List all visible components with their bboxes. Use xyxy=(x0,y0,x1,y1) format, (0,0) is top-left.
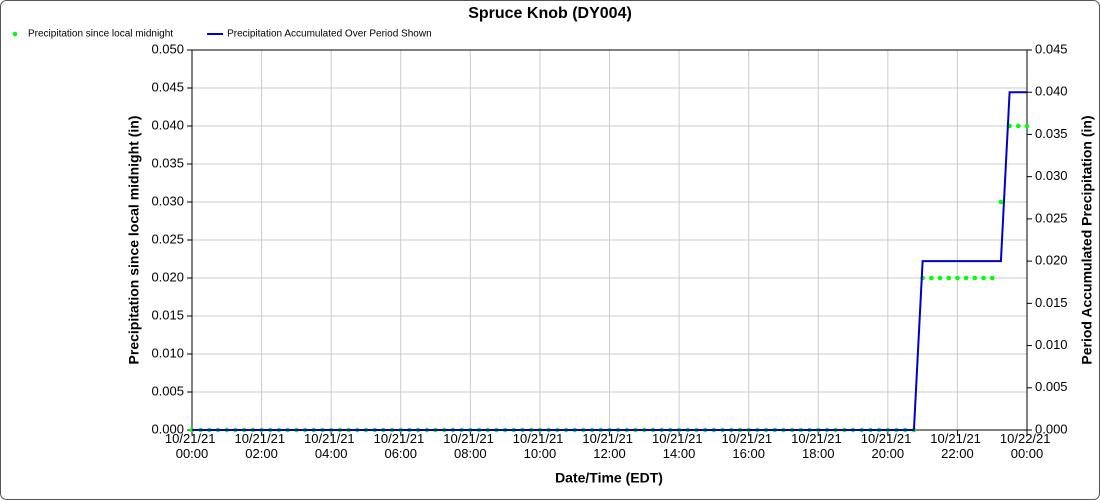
y-tick-label: 0.050 xyxy=(151,41,184,56)
legend-label: Precipitation since local midnight xyxy=(28,29,173,40)
data-point xyxy=(946,275,952,281)
y-tick-label: 0.025 xyxy=(151,231,184,246)
x-tick-label-line: 10/21/21 xyxy=(652,431,706,446)
legend-label: Precipitation Accumulated Over Period Sh… xyxy=(227,29,432,40)
legend-marker xyxy=(12,31,18,37)
x-tick-label-line: 10/21/21 xyxy=(722,431,776,446)
data-point xyxy=(937,275,943,281)
y-tick-label: 0.045 xyxy=(151,79,184,94)
y-tick-label: 0.020 xyxy=(151,269,184,284)
data-point xyxy=(963,275,969,281)
x-tick-label-line: 22:00 xyxy=(941,446,974,461)
x-tick-label: 10/22/21 00:00 xyxy=(1000,431,1054,461)
x-tick-label: 10/21/21 12:00 xyxy=(582,431,636,461)
y2-tick-label: 0.000 xyxy=(1035,421,1068,436)
x-tick-label: 10/21/21 16:00 xyxy=(722,431,776,461)
data-point xyxy=(1024,123,1030,129)
data-point xyxy=(1016,123,1021,129)
y-tick-label: 0.005 xyxy=(151,383,184,398)
x-tick-label-line: 18:00 xyxy=(802,446,835,461)
y-tick-label: 0.035 xyxy=(151,155,184,170)
x-tick-label: 10/21/21 06:00 xyxy=(374,431,428,461)
data-point xyxy=(998,199,1004,205)
y2-tick-label: 0.040 xyxy=(1035,84,1068,99)
y2-tick-label: 0.015 xyxy=(1035,295,1068,310)
x-tick-label-line: 10/21/21 xyxy=(374,431,428,446)
data-line xyxy=(192,91,1027,431)
x-tick-label: 10/21/21 08:00 xyxy=(443,431,497,461)
y-tick-label: 0.040 xyxy=(151,117,184,132)
x-tick-label-line: 10/22/21 xyxy=(1000,431,1054,446)
data-point xyxy=(972,275,978,281)
x-tick-label: 10/21/21 20:00 xyxy=(861,431,915,461)
x-axis-label: Date/Time (EDT) xyxy=(555,470,663,486)
y2-tick-label: 0.010 xyxy=(1035,337,1068,352)
x-tick-label-line: 20:00 xyxy=(872,446,905,461)
x-tick-label-line: 10/21/21 xyxy=(791,431,845,446)
y2-tick-label: 0.045 xyxy=(1035,41,1068,56)
x-tick-label-line: 10:00 xyxy=(524,446,557,461)
x-tick-label: 10/21/21 14:00 xyxy=(652,431,706,461)
x-tick-label-line: 10/21/21 xyxy=(582,431,636,446)
x-tick-label-line: 10/21/21 xyxy=(165,431,219,446)
x-tick-label: 10/21/21 04:00 xyxy=(304,431,358,461)
y-tick-label: 0.015 xyxy=(151,307,184,322)
y-axis-label: Precipitation since local midnight (in) xyxy=(126,116,142,365)
x-tick-label: 10/21/21 22:00 xyxy=(930,431,984,461)
data-point xyxy=(981,275,986,281)
data-point xyxy=(955,275,960,281)
x-tick-label-line: 10/21/21 xyxy=(443,431,497,446)
x-tick-label-line: 10/21/21 xyxy=(513,431,567,446)
x-tick-label-line: 10/21/21 xyxy=(861,431,915,446)
x-tick-label: 10/21/21 02:00 xyxy=(234,431,288,461)
x-tick-label-line: 00:00 xyxy=(1011,446,1044,461)
data-point xyxy=(989,275,995,281)
y2-tick-label: 0.025 xyxy=(1035,210,1068,225)
y2-tick-label: 0.030 xyxy=(1035,168,1068,183)
y-tick-label: 0.000 xyxy=(151,421,184,436)
x-tick-label: 10/21/21 00:00 xyxy=(165,431,219,461)
data-point xyxy=(929,275,934,281)
x-tick-label-line: 04:00 xyxy=(315,446,348,461)
x-tick-label-line: 08:00 xyxy=(454,446,487,461)
y2-tick-label: 0.005 xyxy=(1035,379,1068,394)
x-tick-label-line: 10/21/21 xyxy=(234,431,288,446)
chart-title: Spruce Knob (DY004) xyxy=(468,5,632,22)
x-tick-label: 10/21/21 10:00 xyxy=(513,431,567,461)
x-tick-label-line: 14:00 xyxy=(663,446,696,461)
x-tick-label-line: 10/21/21 xyxy=(930,431,984,446)
x-tick-label-line: 02:00 xyxy=(245,446,278,461)
x-tick-label-line: 06:00 xyxy=(384,446,417,461)
x-tick-label-line: 10/21/21 xyxy=(304,431,358,446)
y2-tick-label: 0.020 xyxy=(1035,253,1068,268)
y-tick-label: 0.030 xyxy=(151,193,184,208)
x-tick-label-line: 16:00 xyxy=(732,446,765,461)
x-tick-label: 10/21/21 18:00 xyxy=(791,431,845,461)
y2-axis-label: Period Accumulated Precipitation (in) xyxy=(1079,115,1095,364)
x-tick-label-line: 00:00 xyxy=(176,446,209,461)
y-tick-label: 0.010 xyxy=(151,345,184,360)
y2-tick-label: 0.035 xyxy=(1035,126,1068,141)
x-tick-label-line: 12:00 xyxy=(593,446,626,461)
